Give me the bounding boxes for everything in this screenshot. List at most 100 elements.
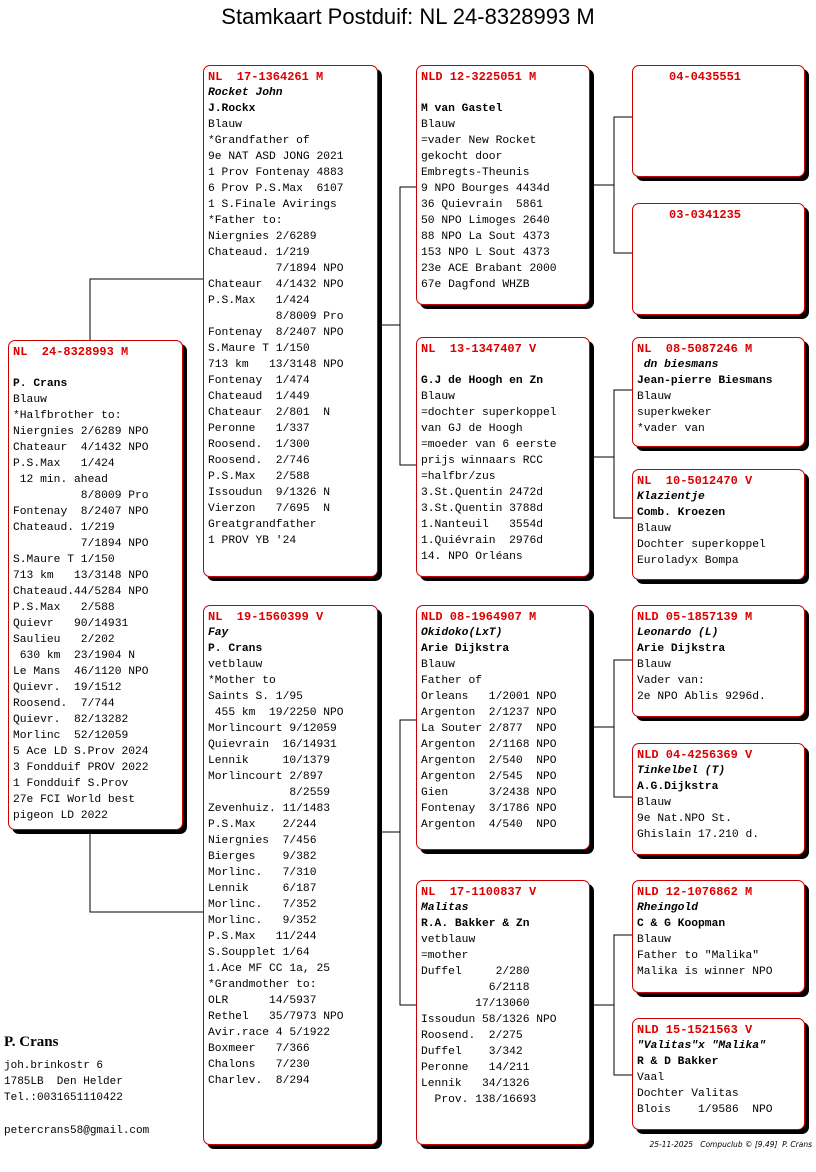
owner-address: joh.brinkostr 6 xyxy=(4,1060,104,1072)
breeder: C & G Koopman xyxy=(637,918,726,930)
info-line: Niergnies 2/6289 xyxy=(208,231,317,243)
info-line: La Souter 2/877 NPO xyxy=(421,723,557,735)
breeder: P. Crans xyxy=(13,378,68,390)
ring-number: NL 24-8328993 M xyxy=(13,345,129,359)
info-line: 1.Quiévrain 2976d xyxy=(421,535,544,547)
info-line: Argenton 2/545 NPO xyxy=(421,771,557,783)
info-line: Fontenay 1/474 xyxy=(208,375,310,387)
ring-number: NL 19-1560399 V xyxy=(208,610,324,624)
pigeon-name: Okidoko(LxT) xyxy=(421,627,503,639)
pigeon-card: NL 24-8328993 M P. Crans Blauw *Halfbrother… xyxy=(8,340,183,830)
ring-number: NL 10-5012470 V xyxy=(637,474,753,488)
breeder: R & D Bakker xyxy=(637,1056,719,1068)
info-line: Quievr. 82/13282 xyxy=(13,714,129,726)
info-line: Roosend. 1/300 xyxy=(208,439,310,451)
info-line: =vader New Rocket xyxy=(421,135,537,147)
ring-number: NL 17-1100837 V xyxy=(421,885,537,899)
spacer xyxy=(421,85,589,101)
pigeon-card: NLD 15-1521563 V "Valitas"x "Malika" R & D… xyxy=(632,1018,805,1130)
breeder: Arie Dijkstra xyxy=(637,643,726,655)
ring-number: 04-0435551 xyxy=(669,70,742,84)
info-line: Argenton 2/1168 NPO xyxy=(421,739,557,751)
info-line: P.S.Max 11/244 xyxy=(208,931,317,943)
info-line: Avir.race 4 5/1922 xyxy=(208,1027,331,1039)
pigeon-card: NLD 12-1076862 M Rheingold C & G Koopman Bl… xyxy=(632,880,805,993)
info-line: P.S.Max 2/588 xyxy=(208,471,310,483)
title: Stamkaart Postduif: NL 24-8328993 M xyxy=(221,4,595,29)
info-line: 8/8009 Pro xyxy=(208,311,344,323)
spacer xyxy=(421,357,589,373)
ring-number: NLD 05-1857139 M xyxy=(637,610,753,624)
info-line: Euroladyx Bompa xyxy=(637,555,739,567)
info-line: OLR 14/5937 xyxy=(208,995,317,1007)
pigeon-name: Klazientje xyxy=(637,491,705,503)
info-line: Roosend. 2/746 xyxy=(208,455,310,467)
info-line: Chateaur 4/1432 NPO xyxy=(208,279,344,291)
info-line: 455 km 19/2250 NPO xyxy=(208,707,344,719)
ring-number: NLD 08-1964907 M xyxy=(421,610,537,624)
info-line: Dochter Valitas xyxy=(637,1088,739,1100)
pigeon-card: NL 17-1364261 M Rocket John J.Rockx Blauw *G… xyxy=(203,65,378,577)
info-line: Malika is winner NPO xyxy=(637,966,773,978)
pigeon-name: Rocket John xyxy=(208,87,283,99)
info-line: gekocht door xyxy=(421,151,503,163)
info-line: 630 km 23/1904 N xyxy=(13,650,136,662)
info-line: 1.Nanteuil 3554d xyxy=(421,519,544,531)
pigeon-name: "Valitas"x "Malika" xyxy=(637,1040,766,1052)
info-line: Saints S. 1/95 xyxy=(208,691,303,703)
info-line: Prov. 138/16693 xyxy=(421,1094,537,1106)
info-line: Issoudun 58/1326 NPO xyxy=(421,1014,557,1026)
breeder: G.J de Hoogh en Zn xyxy=(421,375,544,387)
info-line: Vaal xyxy=(637,1072,665,1084)
info-line: 12 min. ahead xyxy=(13,474,108,486)
info-line: Blois 1/9586 NPO xyxy=(637,1104,773,1116)
info-line: Blauw xyxy=(637,797,671,809)
info-line: Duffel 3/342 xyxy=(421,1046,523,1058)
info-line: 1 S.Finale Avirings xyxy=(208,199,337,211)
info-line: Ghislain 17.210 d. xyxy=(637,829,760,841)
info-line: 713 km 13/3148 NPO xyxy=(13,570,149,582)
info-line: Quievr 90/14931 xyxy=(13,618,129,630)
spacer xyxy=(13,360,182,376)
info-line: P.S.Max 2/244 xyxy=(208,819,317,831)
info-line: 14. NPO Orléans xyxy=(421,551,523,563)
info-line: Father of xyxy=(421,675,483,687)
info-line: 17/13060 xyxy=(421,998,530,1010)
info-line: Duffel 2/280 xyxy=(421,966,530,978)
info-line: Dochter superkoppel xyxy=(637,539,766,551)
ring-number: NLD 12-1076862 M xyxy=(637,885,753,899)
info-line: P.S.Max 1/424 xyxy=(208,295,310,307)
info-line: Fontenay 8/2407 NPO xyxy=(208,327,344,339)
info-line: *Mother to xyxy=(208,675,276,687)
pigeon-name: Malitas xyxy=(421,902,469,914)
info-line: 713 km 13/3148 NPO xyxy=(208,359,344,371)
info-line: 7/1894 NPO xyxy=(13,538,149,550)
owner-email: petercrans58@gmail.com xyxy=(4,1125,150,1137)
info-line: Lennik 34/1326 xyxy=(421,1078,530,1090)
info-line: pigeon LD 2022 xyxy=(13,810,108,822)
info-line: Morlinc. 7/352 xyxy=(208,899,317,911)
info-line: Roosend. 2/275 xyxy=(421,1030,523,1042)
info-line: 27e FCI World best xyxy=(13,794,136,806)
info-line: Saulieu 2/202 xyxy=(13,634,115,646)
breeder: P. Crans xyxy=(208,643,263,655)
info-line: *vader van xyxy=(637,423,705,435)
info-line: Quievr. 19/1512 xyxy=(13,682,122,694)
info-line: van GJ de Hoogh xyxy=(421,423,523,435)
info-line: Roosend. 7/744 xyxy=(13,698,115,710)
info-line: Father to "Malika" xyxy=(637,950,760,962)
info-line: 1 PROV YB '24 xyxy=(208,535,297,547)
ring-number: NL 13-1347407 V xyxy=(421,342,537,356)
info-line: 8/8009 Pro xyxy=(13,490,149,502)
info-line: Chateaud 1/449 xyxy=(208,391,310,403)
info-line: Blauw xyxy=(421,659,455,671)
ring-number: NL 17-1364261 M xyxy=(208,70,324,84)
info-line: Morlinc. 7/310 xyxy=(208,867,317,879)
info-line: vetblauw xyxy=(208,659,263,671)
info-line: *Halfbrother to: xyxy=(13,410,122,422)
info-line: =moeder van 6 eerste xyxy=(421,439,557,451)
pigeon-name: Rheingold xyxy=(637,902,699,914)
info-line: vetblauw xyxy=(421,934,476,946)
pigeon-card: 03-0341235 xyxy=(632,203,805,315)
pigeon-card: NLD 12-3225051 M M van Gastel Blauw =vader … xyxy=(416,65,590,305)
